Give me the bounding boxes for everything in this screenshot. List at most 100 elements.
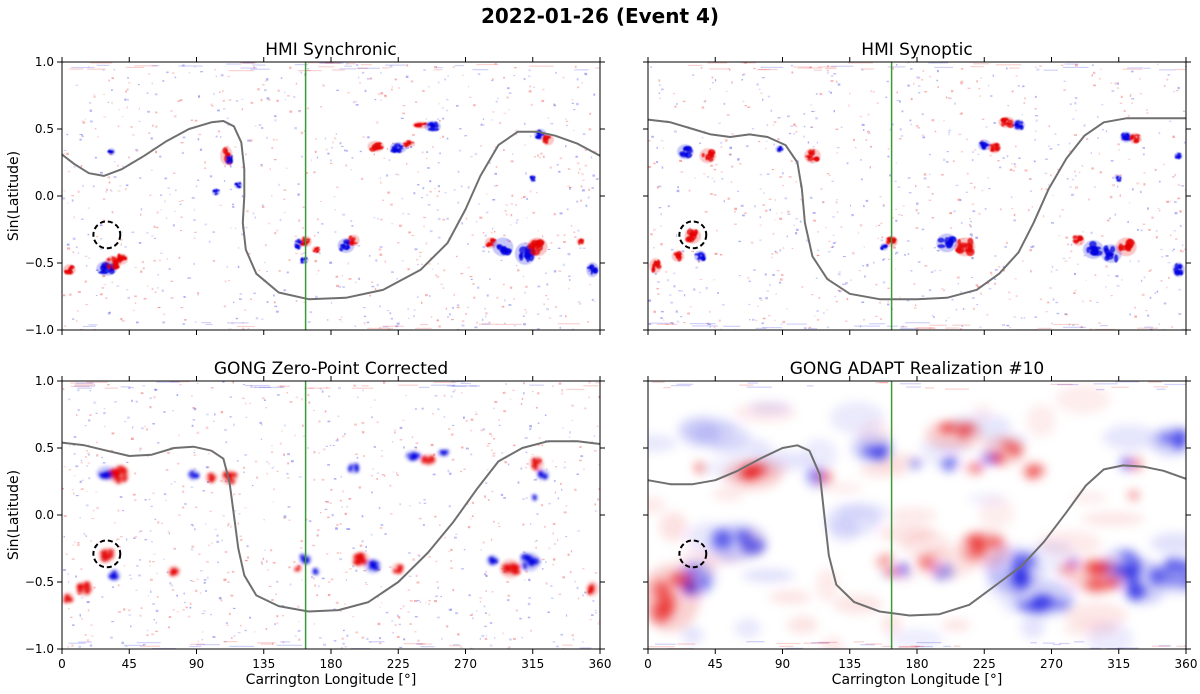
noise-pixel (962, 308, 965, 310)
noise-pixel (350, 219, 353, 222)
noise-pixel (901, 110, 904, 113)
noise-pixel (355, 104, 359, 106)
noise-pixel (282, 385, 285, 387)
polar-streak (74, 385, 96, 387)
noise-pixel (409, 600, 413, 602)
noise-pixel (166, 571, 169, 573)
noise-pixel (369, 294, 372, 297)
noise-pixel (885, 96, 888, 99)
panel-title: HMI Synchronic (265, 40, 396, 60)
noise-pixel (501, 451, 504, 454)
noise-pixel (87, 462, 91, 465)
noise-pixel (1074, 134, 1078, 136)
noise-pixel (81, 120, 84, 122)
polar-streak (860, 68, 875, 70)
noise-pixel (524, 579, 526, 581)
noise-pixel (456, 304, 460, 306)
noise-pixel (99, 293, 103, 296)
noise-pixel (659, 84, 661, 86)
noise-pixel (222, 108, 226, 110)
noise-pixel (308, 520, 312, 523)
active-region-core (109, 573, 114, 577)
noise-pixel (1184, 248, 1186, 251)
noise-pixel (1157, 63, 1159, 66)
active-region-core (914, 465, 920, 469)
noise-pixel (271, 599, 274, 601)
noise-pixel (242, 321, 244, 325)
noise-pixel (828, 174, 831, 177)
noise-pixel (1052, 194, 1054, 196)
noise-pixel (161, 522, 163, 524)
noise-pixel (712, 82, 714, 84)
noise-pixel (480, 429, 483, 432)
noise-pixel (583, 468, 585, 470)
noise-pixel (222, 90, 224, 92)
noise-pixel (274, 232, 277, 235)
noise-pixel (371, 475, 374, 477)
noise-pixel (1114, 213, 1117, 216)
noise-pixel (761, 77, 765, 79)
noise-pixel (766, 290, 770, 292)
noise-pixel (190, 486, 194, 489)
polar-streak (201, 322, 212, 324)
noise-pixel (159, 155, 162, 158)
noise-pixel (1114, 174, 1118, 177)
noise-pixel (62, 294, 66, 297)
noise-pixel (484, 638, 488, 640)
polar-streak (1156, 388, 1166, 390)
noise-pixel (470, 429, 472, 432)
noise-pixel (730, 181, 733, 184)
noise-pixel (971, 159, 974, 161)
noise-pixel (220, 599, 223, 602)
noise-pixel (1107, 274, 1110, 277)
noise-pixel (121, 641, 125, 645)
noise-pixel (551, 597, 554, 599)
polar-streak (1062, 326, 1087, 328)
polar-streak (250, 386, 272, 388)
noise-pixel (469, 518, 472, 520)
noise-pixel (1127, 220, 1129, 223)
active-region-core (734, 530, 752, 542)
active-region-core (121, 255, 126, 260)
noise-pixel (345, 149, 349, 152)
noise-pixel (460, 185, 463, 188)
noise-pixel (131, 426, 134, 429)
noise-pixel (711, 76, 714, 79)
noise-pixel (1157, 207, 1160, 210)
noise-pixel (670, 248, 674, 251)
noise-pixel (725, 90, 728, 93)
noise-pixel (241, 166, 244, 169)
noise-pixel (383, 94, 387, 97)
noise-pixel (193, 219, 196, 222)
noise-pixel (532, 211, 536, 214)
noise-pixel (1123, 109, 1126, 112)
noise-pixel (395, 325, 399, 328)
noise-pixel (422, 90, 425, 92)
noise-pixel (481, 318, 484, 321)
noise-pixel (524, 308, 526, 311)
polar-streak (1164, 383, 1186, 386)
noise-pixel (415, 101, 418, 103)
active-region-core (589, 586, 595, 593)
noise-pixel (351, 156, 354, 159)
noise-pixel (552, 532, 554, 535)
noise-pixel (591, 187, 594, 189)
noise-pixel (960, 291, 962, 293)
noise-pixel (673, 285, 676, 288)
noise-pixel (1151, 216, 1154, 219)
noise-pixel (325, 148, 328, 151)
noise-pixel (380, 218, 383, 221)
noise-pixel (201, 612, 205, 615)
noise-pixel (79, 480, 82, 484)
noise-pixel (708, 310, 711, 313)
noise-pixel (503, 283, 505, 286)
noise-pixel (373, 445, 376, 449)
noise-pixel (577, 229, 580, 232)
noise-pixel (526, 197, 529, 201)
noise-pixel (660, 140, 664, 142)
noise-pixel (656, 186, 659, 189)
noise-pixel (111, 432, 115, 435)
noise-pixel (761, 322, 764, 325)
noise-pixel (194, 231, 197, 233)
noise-pixel (443, 416, 446, 418)
